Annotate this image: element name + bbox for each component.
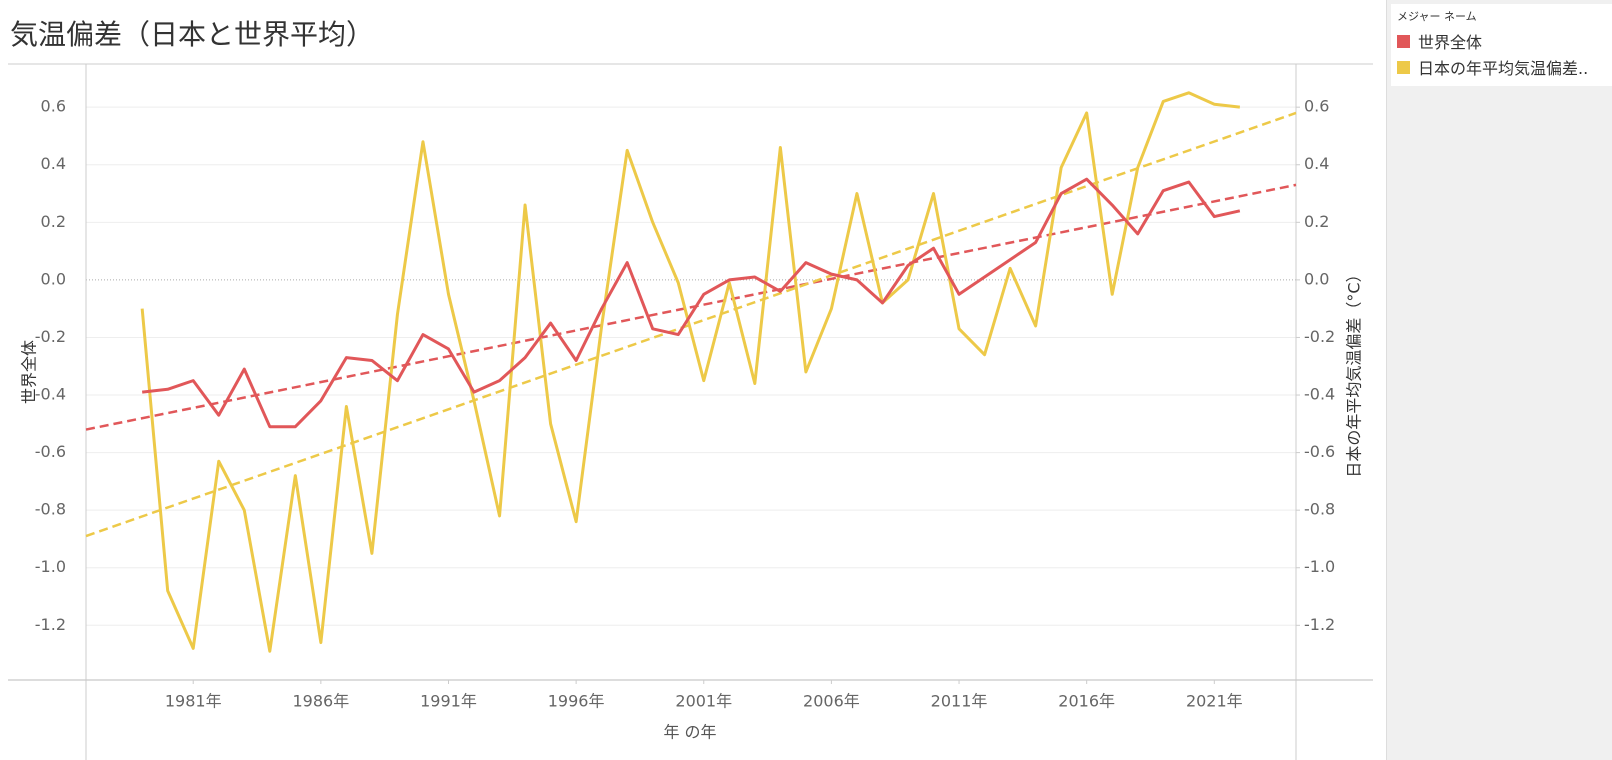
x-tick-label: 2011年 (931, 692, 988, 711)
y2-tick-label: -0.4 (1304, 385, 1335, 404)
trend-line (85, 111, 1297, 538)
series-line (140, 91, 1241, 653)
x-tick-label: 2016年 (1058, 692, 1115, 711)
chart-title: 気温偏差（日本と世界平均） (10, 18, 374, 51)
legend-panel: メジャー ネーム 世界全体日本の年平均気温偏差.. (1386, 0, 1612, 760)
y2-tick-label: -0.2 (1304, 327, 1335, 346)
y2-tick-label: -0.6 (1304, 442, 1335, 461)
y-tick-label: 0.0 (41, 269, 66, 288)
x-axis-title: 年 の年 (663, 723, 716, 742)
x-tick-label: 1986年 (292, 692, 349, 711)
y2-tick-label: 0.2 (1304, 212, 1329, 231)
y2-tick-label: 0.6 (1304, 97, 1329, 116)
y2-tick-label: -1.2 (1304, 615, 1335, 634)
y-tick-label: -0.6 (35, 442, 66, 461)
x-tick-label: 1981年 (165, 692, 222, 711)
chart: 気温偏差（日本と世界平均） 年 の年 世界全体 日本の年平均気温偏差（°C） 0… (8, 18, 1373, 760)
y2-axis-title: 日本の年平均気温偏差（°C） (1345, 266, 1364, 477)
x-tick-label: 1991年 (420, 692, 477, 711)
y2-tick-label: 0.0 (1304, 269, 1329, 288)
y-tick-label: -1.2 (35, 615, 66, 634)
y2-tick-label: 0.4 (1304, 154, 1329, 173)
x-tick-label: 1996年 (548, 692, 605, 711)
legend-swatch (1397, 60, 1410, 74)
y-tick-label: -0.2 (35, 327, 66, 346)
y-tick-label: -0.4 (35, 385, 66, 404)
y-tick-label: 0.6 (41, 97, 66, 116)
legend-title: メジャー ネーム (1397, 10, 1477, 23)
legend-label: 日本の年平均気温偏差.. (1418, 59, 1589, 78)
legend-item: 日本の年平均気温偏差.. (1397, 54, 1612, 80)
y-axis-title: 世界全体 (20, 340, 39, 404)
x-tick-label: 2021年 (1186, 692, 1243, 711)
y2-tick-label: -1.0 (1304, 557, 1335, 576)
legend-item: 世界全体 (1397, 28, 1612, 54)
series-line (141, 177, 1241, 429)
y-tick-label: -0.8 (35, 500, 66, 519)
y-tick-label: 0.2 (41, 212, 66, 231)
x-tick-label: 2006年 (803, 692, 860, 711)
y-tick-label: -1.0 (35, 557, 66, 576)
trend-line (85, 183, 1297, 431)
legend: メジャー ネーム 世界全体日本の年平均気温偏差.. (1391, 4, 1612, 86)
legend-label: 世界全体 (1418, 33, 1483, 52)
legend-swatch (1397, 34, 1410, 48)
x-tick-label: 2001年 (675, 692, 732, 711)
y-tick-label: 0.4 (41, 154, 66, 173)
y2-tick-label: -0.8 (1304, 500, 1335, 519)
